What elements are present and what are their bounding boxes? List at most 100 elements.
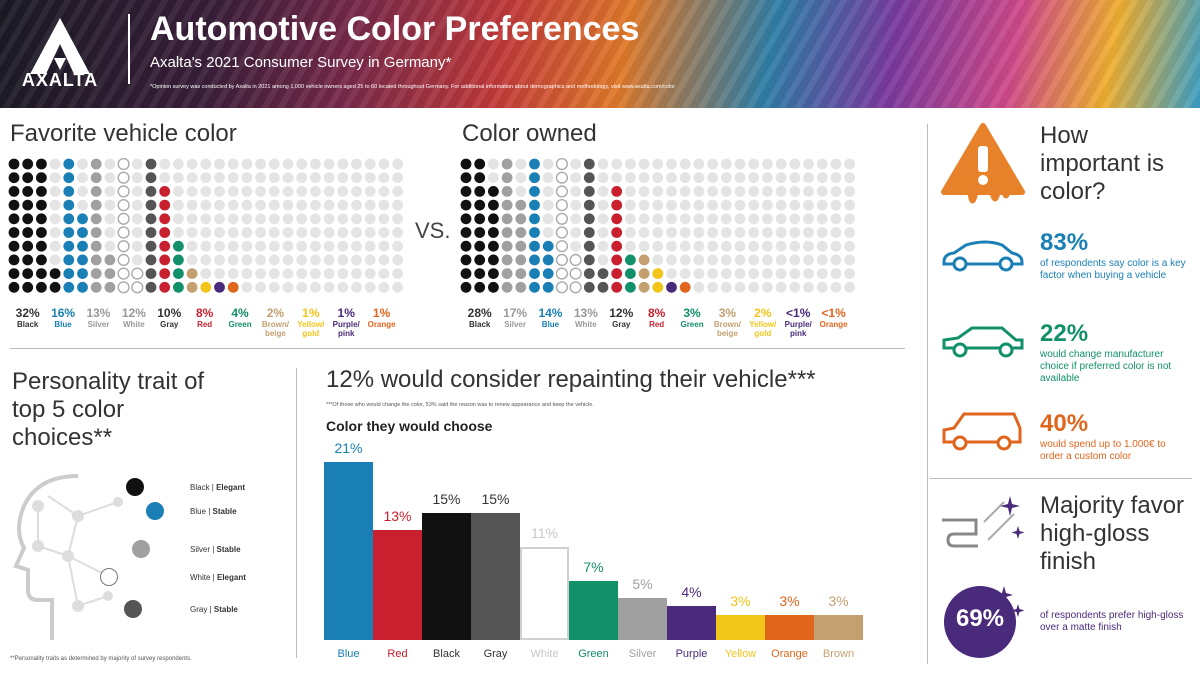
favorite-dot-empty — [214, 227, 225, 238]
owned-dot-red — [611, 254, 623, 266]
favorite-dot-empty — [214, 199, 225, 211]
trait-dot-black — [126, 478, 144, 496]
bar-category-label: Silver — [628, 648, 657, 660]
owned-dot-empty — [762, 281, 773, 293]
favorite-dot-empty — [282, 199, 294, 211]
owned-dot-black — [460, 227, 472, 238]
owned-dot-black — [474, 227, 486, 238]
favorite-dot-empty — [214, 268, 225, 279]
owned-title: Color owned — [462, 120, 597, 147]
owned-dot-empty — [652, 199, 664, 211]
owned-dot-empty — [488, 172, 499, 184]
favorite-dot-gray — [145, 254, 157, 266]
owned-dot-empty — [775, 254, 787, 266]
owned-color-name: Black — [469, 320, 491, 329]
owned-color-name: Silver — [504, 320, 526, 329]
owned-dot-blue — [529, 227, 540, 238]
favorite-dot-empty — [241, 281, 253, 293]
favorite-dot-empty — [378, 281, 390, 293]
favorite-dot-black — [36, 240, 47, 252]
favorite-dot-empty — [255, 240, 266, 252]
owned-dot-empty — [748, 254, 760, 266]
owned-dot-empty — [625, 227, 636, 238]
owned-pct-value: 14% — [538, 306, 563, 320]
owned-dot-empty — [844, 213, 855, 225]
owned-dot-empty — [789, 227, 801, 238]
favorite-dot-empty — [241, 240, 253, 252]
favorite-dot-brownbeige — [186, 281, 198, 293]
favorite-dot-empty — [351, 172, 362, 184]
owned-dot-white — [555, 158, 568, 171]
favorite-dot-empty — [186, 158, 198, 170]
favorite-dot-empty — [131, 199, 143, 211]
favorite-dot-silver — [90, 199, 102, 211]
owned-dot-black — [474, 254, 486, 266]
favorite-dot-white — [117, 253, 130, 267]
favorite-dot-silver — [90, 254, 102, 266]
owned-dot-blue — [529, 213, 540, 225]
owned-dot-empty — [638, 213, 650, 225]
bar-category-label: Gray — [483, 648, 508, 660]
hand-sparkle-icon — [942, 496, 1025, 548]
owned-dot-empty — [652, 240, 664, 252]
bar-category-label: Red — [387, 648, 408, 660]
favorite-dot-empty — [255, 199, 266, 211]
brand-wordmark: AXALTA — [21, 70, 99, 90]
favorite-dot-empty — [351, 199, 362, 211]
favorite-dot-empty — [214, 240, 225, 252]
owned-dot-black — [488, 227, 499, 238]
favorite-dot-empty — [337, 213, 349, 225]
favorite-label-brownbeige: 2% Brown/ beige — [258, 306, 293, 338]
favorite-pct-value: 4% — [231, 306, 249, 320]
favorite-dot-gray — [145, 172, 157, 184]
favorite-dot-green — [173, 268, 184, 279]
bar-value-label: 3% — [730, 592, 751, 609]
owned-dot-silver — [515, 227, 527, 238]
favorite-dot-empty — [104, 213, 116, 225]
favorite-dot-empty — [392, 172, 403, 184]
owned-label-white: 13% White — [568, 306, 603, 338]
favorite-dot-empty — [323, 240, 335, 252]
favorite-dot-empty — [255, 186, 266, 197]
owned-dot-empty — [652, 158, 664, 170]
owned-dot-empty — [775, 172, 787, 184]
owned-dot-empty — [789, 281, 801, 293]
owned-dot-empty — [666, 199, 677, 211]
bar-value-label: 7% — [583, 558, 604, 575]
favorite-dot-empty — [296, 213, 308, 225]
owned-dot-green — [625, 254, 636, 266]
bar-category-label: White — [530, 648, 559, 660]
owned-dot-empty — [789, 172, 801, 184]
favorite-dot-empty — [159, 172, 171, 184]
favorite-dot-empty — [310, 254, 321, 266]
owned-dot-black — [474, 281, 486, 293]
favorite-dot-empty — [310, 158, 321, 170]
bar-value-label: 3% — [779, 592, 800, 609]
owned-dot-empty — [762, 213, 773, 225]
favorite-dot-empty — [268, 186, 280, 197]
favorite-label-gray: 10% Gray — [152, 306, 187, 338]
bar-category-label: Purple — [675, 648, 708, 660]
owned-dot-silver — [501, 227, 513, 238]
owned-dot-empty — [515, 186, 527, 197]
owned-dot-empty — [734, 186, 746, 197]
owned-dot-empty — [679, 268, 691, 279]
owned-dot-empty — [775, 199, 787, 211]
owned-dot-empty — [789, 213, 801, 225]
owned-label-brownbeige: 3% Brown/ beige — [710, 306, 745, 338]
favorite-dot-blue — [63, 172, 75, 184]
owned-dot-empty — [803, 199, 814, 211]
owned-dot-empty — [707, 158, 718, 170]
owned-dot-silver — [515, 240, 527, 252]
owned-dot-white — [555, 198, 569, 212]
owned-dot-empty — [638, 240, 650, 252]
owned-dot-empty — [748, 172, 760, 184]
favorite-dot-yellowgold — [200, 281, 212, 293]
favorite-dot-black — [8, 172, 20, 184]
favorite-labels: 32% Black 16% Blue 13% Silver 12% White 10% Gray 8… — [10, 306, 400, 338]
owned-dot-black — [488, 268, 499, 279]
owned-dot-gray — [597, 268, 609, 279]
owned-dot-empty — [789, 186, 801, 197]
owned-dot-empty — [734, 281, 746, 293]
favorite-dot-empty — [337, 268, 349, 279]
